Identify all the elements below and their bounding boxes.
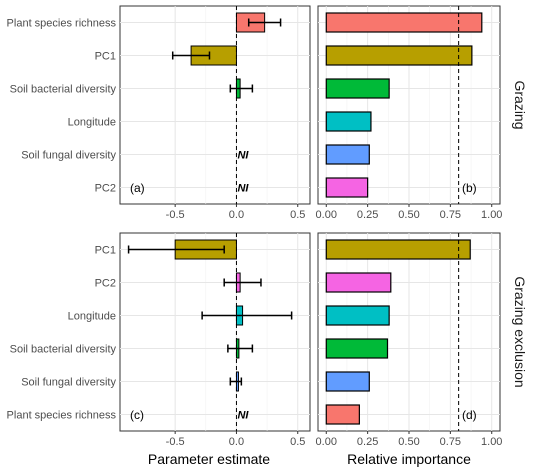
importance-bar xyxy=(325,78,390,99)
x-tick-label: 0.5 xyxy=(290,436,305,448)
x-tick-label: 1.00 xyxy=(481,436,502,448)
strip-label: Grazing exclusion xyxy=(512,276,528,387)
category-label: PC2 xyxy=(95,278,116,290)
x-tick-label: 0.50 xyxy=(398,436,419,448)
ni-label: NI xyxy=(237,410,249,422)
x-tick-label: 0.5 xyxy=(290,209,305,221)
x-tick-label: 0.00 xyxy=(316,436,337,448)
x-axis-title-right: Relative importance xyxy=(347,451,471,467)
importance-bar xyxy=(325,177,369,198)
category-label: Longitude xyxy=(68,311,116,323)
strip-background xyxy=(505,233,532,431)
strip-grazing: Grazing xyxy=(505,6,532,204)
panel-a: NI NI Plant species richness PC1 Soil bacter… xyxy=(7,5,311,221)
x-tick-label: 0.00 xyxy=(316,209,337,221)
x-tick-label: 0.75 xyxy=(440,209,461,221)
importance-bar xyxy=(325,239,471,260)
panel-tag: (d) xyxy=(462,408,477,422)
ni-label: NI xyxy=(237,183,249,195)
category-label: Soil bacterial diversity xyxy=(10,84,117,96)
category-label: PC1 xyxy=(95,51,116,63)
panel-c: NI PC1 PC2 Longitude Soil bacterial diversit… xyxy=(7,232,311,448)
category-label: Longitude xyxy=(68,117,116,129)
importance-bar xyxy=(325,12,483,33)
x-tick-label: 0.50 xyxy=(398,209,419,221)
panel-tag: (a) xyxy=(130,181,145,195)
importance-bar xyxy=(325,404,360,425)
x-tick-label: -0.5 xyxy=(166,436,185,448)
importance-bar xyxy=(325,111,372,132)
panel-background xyxy=(119,5,311,205)
x-tick-label: 0.0 xyxy=(229,436,244,448)
x-tick-label: 0.0 xyxy=(229,209,244,221)
category-label: PC2 xyxy=(95,183,116,195)
x-tick-label: 0.75 xyxy=(440,436,461,448)
x-tick-label: 1.00 xyxy=(481,209,502,221)
strip-background xyxy=(505,6,532,204)
panel-background xyxy=(119,232,311,432)
x-tick-label: 0.25 xyxy=(357,209,378,221)
panel-tag: (c) xyxy=(130,408,144,422)
x-tick-label: -0.5 xyxy=(166,209,185,221)
panel-d: 0.00 0.25 0.50 0.75 1.00 (d) xyxy=(316,232,502,448)
panel-tag: (b) xyxy=(462,181,477,195)
category-label: Plant species richness xyxy=(7,18,117,30)
importance-bar xyxy=(325,45,473,66)
importance-bar xyxy=(325,272,392,293)
importance-bar xyxy=(325,305,390,326)
importance-bar xyxy=(325,371,370,392)
strip-grazing-exclusion: Grazing exclusion xyxy=(505,233,532,431)
x-tick-label: 0.25 xyxy=(357,436,378,448)
ni-label: NI xyxy=(237,150,249,162)
category-label: Soil bacterial diversity xyxy=(10,344,117,356)
category-label: Soil fungal diversity xyxy=(21,150,116,162)
x-axis-title-left: Parameter estimate xyxy=(148,451,270,467)
category-label: Plant species richness xyxy=(7,410,117,422)
panel-b: 0.00 0.25 0.50 0.75 1.00 (b) xyxy=(316,5,502,221)
strip-label: Grazing xyxy=(512,80,528,129)
category-label: Soil fungal diversity xyxy=(21,377,116,389)
importance-bar xyxy=(325,338,389,359)
category-label: PC1 xyxy=(95,245,116,257)
importance-bar xyxy=(325,144,370,165)
